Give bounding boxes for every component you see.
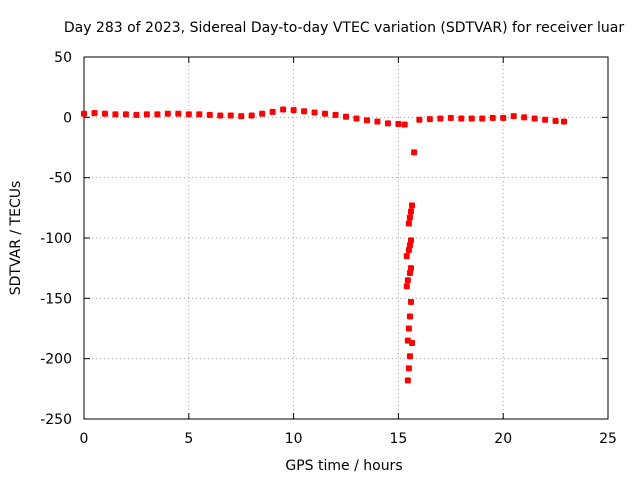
data-point	[407, 208, 414, 215]
data-point	[447, 114, 454, 121]
data-point	[343, 113, 349, 120]
data-point	[479, 115, 486, 122]
x-tick-label: 0	[80, 431, 89, 447]
data-point	[521, 114, 528, 121]
data-point	[510, 113, 517, 120]
data-point	[185, 111, 192, 118]
data-point	[122, 111, 129, 118]
data-point	[489, 114, 496, 121]
data-point	[290, 107, 297, 114]
data-point	[409, 339, 416, 346]
data-point	[468, 115, 475, 122]
data-point	[406, 214, 413, 221]
x-tick-label: 25	[599, 431, 617, 447]
data-point	[101, 110, 108, 117]
data-point	[133, 111, 140, 118]
data-point	[112, 111, 119, 118]
x-axis-label: GPS time / hours	[285, 458, 402, 474]
data-point	[196, 111, 203, 118]
data-point	[531, 115, 538, 122]
chart-title: Day 283 of 2023, Sidereal Day-to-day VTE…	[64, 20, 625, 36]
data-point	[301, 108, 308, 115]
data-point	[416, 116, 423, 123]
x-tick-label: 5	[184, 431, 193, 447]
data-point	[206, 111, 213, 118]
data-point	[384, 120, 391, 127]
data-point	[542, 116, 549, 123]
data-point	[374, 118, 381, 125]
data-point	[154, 111, 161, 118]
data-point	[311, 109, 318, 116]
data-point	[407, 237, 414, 244]
data-point	[238, 113, 245, 120]
y-tick-label: 50	[54, 50, 72, 66]
data-point	[411, 149, 418, 156]
data-point	[91, 110, 98, 117]
data-point	[404, 377, 411, 384]
data-point	[407, 298, 414, 305]
data-point	[280, 106, 287, 113]
data-point	[403, 253, 410, 260]
data-point	[437, 115, 444, 122]
data-point	[426, 116, 433, 123]
data-point	[363, 117, 370, 124]
ticks: 0 5 10 15 20 25 50 0 -50 -100 -150 -200 -250	[40, 50, 617, 447]
data-point	[227, 112, 234, 119]
x-tick-label: 20	[494, 431, 512, 447]
data-point	[552, 117, 559, 124]
data-point	[406, 353, 413, 360]
data-point	[409, 202, 416, 209]
data-point	[405, 220, 412, 227]
y-tick-label: 0	[63, 110, 72, 126]
data-point	[401, 121, 408, 128]
x-tick-label: 15	[389, 431, 407, 447]
data-point	[217, 112, 224, 119]
data-point	[248, 112, 255, 119]
data-point	[164, 110, 171, 117]
data-point	[332, 111, 339, 118]
data-point	[405, 325, 412, 332]
data-point	[403, 283, 410, 290]
data-point	[353, 115, 360, 122]
data-point	[269, 108, 276, 115]
data-point	[143, 111, 150, 118]
data-marks	[81, 106, 567, 384]
y-tick-label: -50	[49, 171, 72, 187]
data-point	[322, 110, 329, 117]
data-point	[175, 110, 182, 117]
data-point	[395, 120, 402, 127]
y-tick-label: -100	[40, 231, 72, 247]
y-tick-label: -200	[40, 352, 72, 368]
data-point	[458, 115, 465, 122]
data-point	[259, 110, 266, 117]
y-tick-label: -150	[40, 291, 72, 307]
data-point	[407, 265, 414, 272]
data-point	[560, 118, 567, 125]
data-point	[406, 313, 413, 320]
y-tick-label: -250	[40, 412, 72, 428]
data-point	[404, 277, 411, 284]
data-point	[81, 110, 87, 117]
y-axis-label: SDTVAR / TECUs	[8, 181, 24, 296]
x-tick-label: 10	[285, 431, 303, 447]
data-point	[500, 114, 507, 121]
data-point	[405, 365, 412, 372]
